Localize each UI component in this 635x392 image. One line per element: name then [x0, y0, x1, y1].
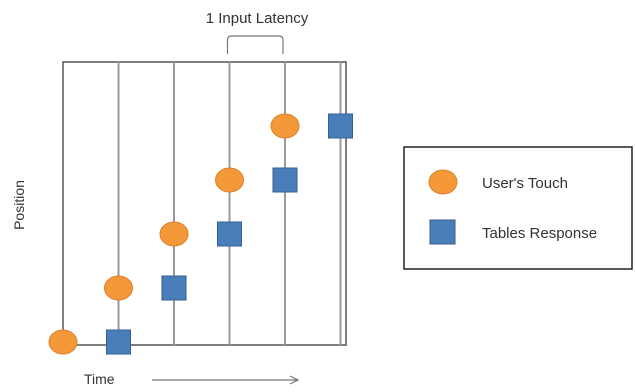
latency-bracket [226, 35, 284, 54]
user-touch-point [270, 113, 300, 139]
tables-response-point [161, 275, 187, 301]
legend-response-marker [429, 219, 456, 245]
plot-frame [62, 61, 347, 346]
time-grid-lines [117, 62, 342, 345]
user-touch-point [104, 275, 133, 301]
latency-annotation: 1 Input Latency [206, 10, 309, 27]
legend-box [403, 146, 633, 270]
legend-touch-marker [428, 169, 458, 195]
legend-response-label: Tables Response [482, 225, 597, 242]
user-touch-point [159, 221, 189, 247]
data-marks [48, 113, 353, 355]
tables-response-point [328, 113, 353, 139]
user-touch-point [48, 329, 78, 355]
x-axis-label: Time [84, 371, 115, 387]
time-arrow-head [289, 375, 300, 385]
user-touch-point [215, 167, 244, 193]
legend-touch-label: User's Touch [482, 175, 568, 192]
tables-response-point [272, 167, 298, 193]
y-axis-label: Position [11, 180, 27, 230]
tables-response-point [217, 221, 242, 247]
tables-response-point [106, 329, 131, 355]
